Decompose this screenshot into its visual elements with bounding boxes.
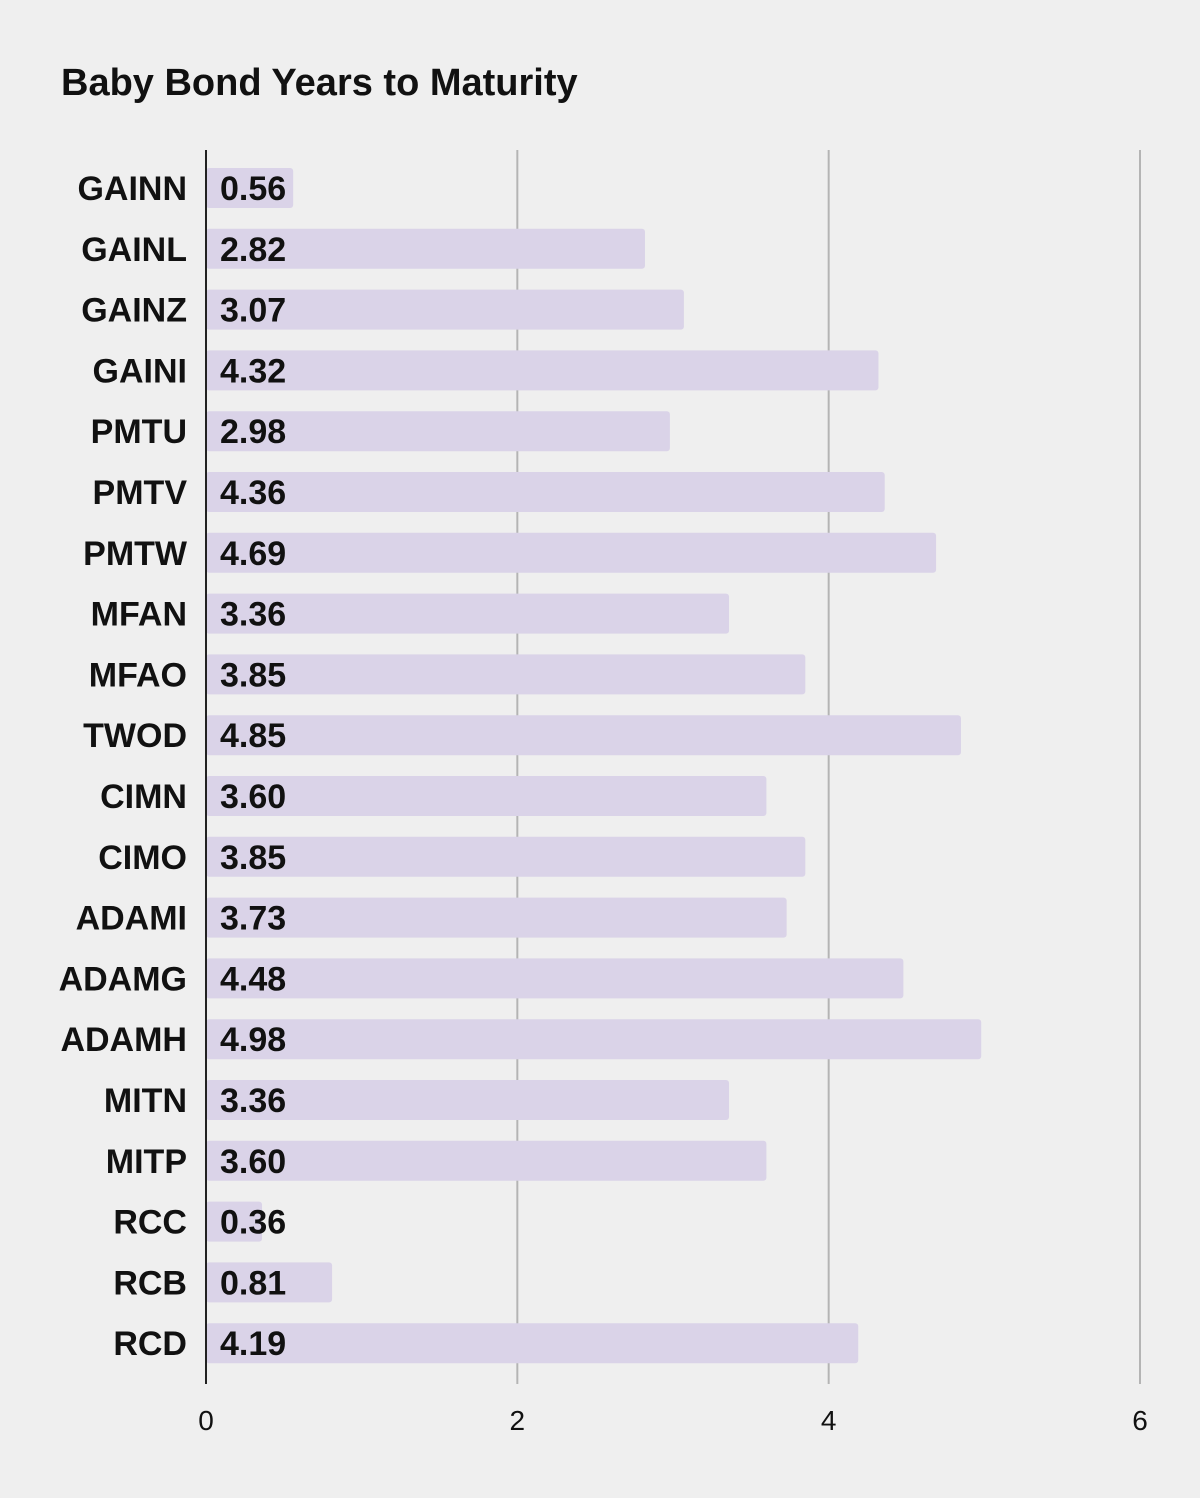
data-label: 4.98 (220, 1021, 286, 1059)
data-label: 2.82 (220, 231, 286, 269)
x-tick-label: 2 (510, 1405, 526, 1436)
bar (206, 532, 937, 573)
bar (206, 776, 767, 816)
bar (206, 593, 730, 634)
gridlines (516, 150, 1141, 1384)
data-label: 4.32 (220, 352, 286, 390)
category-label: CIMN (100, 778, 187, 816)
category-label: GAINI (93, 352, 187, 390)
data-label: 3.07 (220, 292, 286, 330)
data-label: 3.60 (220, 1143, 286, 1181)
x-tick-label: 0 (198, 1405, 214, 1436)
x-tick-label: 4 (821, 1405, 837, 1436)
x-tick-label: 6 (1132, 1405, 1148, 1436)
data-label: 3.36 (220, 596, 286, 634)
bars (206, 168, 982, 1364)
data-label: 3.36 (220, 1082, 286, 1120)
data-label: 3.85 (220, 839, 286, 877)
category-label: ADAMI (76, 900, 187, 938)
category-label: RCC (113, 1204, 187, 1242)
category-label: RCB (113, 1264, 187, 1302)
category-label: CIMO (98, 839, 187, 877)
category-label: RCD (113, 1325, 187, 1363)
data-label: 2.98 (220, 413, 286, 451)
data-label: 0.81 (220, 1264, 286, 1302)
category-label: MFAO (89, 656, 187, 694)
labels: 0 2 4 6 GAINN 0.56 GAINL 2.82 GAINZ 3.07 GAINI 4.32… (59, 170, 1148, 1436)
bar (206, 1201, 263, 1242)
data-label: 4.19 (220, 1325, 286, 1363)
bar (206, 1262, 333, 1303)
data-label: 3.73 (220, 900, 286, 938)
category-label: GAINL (81, 231, 187, 269)
category-label: GAINZ (81, 292, 187, 330)
bar (206, 1323, 859, 1364)
bar (206, 958, 904, 999)
chart-title: Baby Bond Years to Maturity (61, 62, 578, 104)
data-label: 4.36 (220, 474, 286, 512)
category-label: PMTV (93, 474, 188, 512)
category-label: MITN (104, 1082, 187, 1120)
bar (206, 1019, 982, 1060)
bar (206, 836, 806, 877)
category-label: TWOD (83, 717, 187, 755)
data-label: 3.60 (220, 778, 286, 816)
data-label: 0.56 (220, 170, 286, 208)
data-label: 4.48 (220, 960, 286, 998)
category-label: MITP (106, 1143, 187, 1181)
data-label: 3.85 (220, 656, 286, 694)
data-label: 0.36 (220, 1204, 286, 1242)
bar (206, 1080, 730, 1120)
bar (206, 472, 885, 512)
bar (206, 168, 294, 208)
category-label: PMTU (91, 413, 187, 451)
bar (206, 289, 684, 330)
category-label: ADAMH (60, 1021, 187, 1059)
bar (206, 228, 645, 269)
category-label: MFAN (91, 596, 187, 634)
bar (206, 1140, 767, 1181)
bar (206, 654, 806, 695)
bar (206, 715, 961, 756)
category-label: PMTW (83, 535, 188, 573)
bar (206, 411, 670, 452)
bar (206, 350, 879, 391)
data-label: 4.69 (220, 535, 286, 573)
data-label: 4.85 (220, 717, 286, 755)
category-label: GAINN (77, 170, 187, 208)
bar (206, 897, 787, 938)
category-label: ADAMG (59, 960, 187, 998)
